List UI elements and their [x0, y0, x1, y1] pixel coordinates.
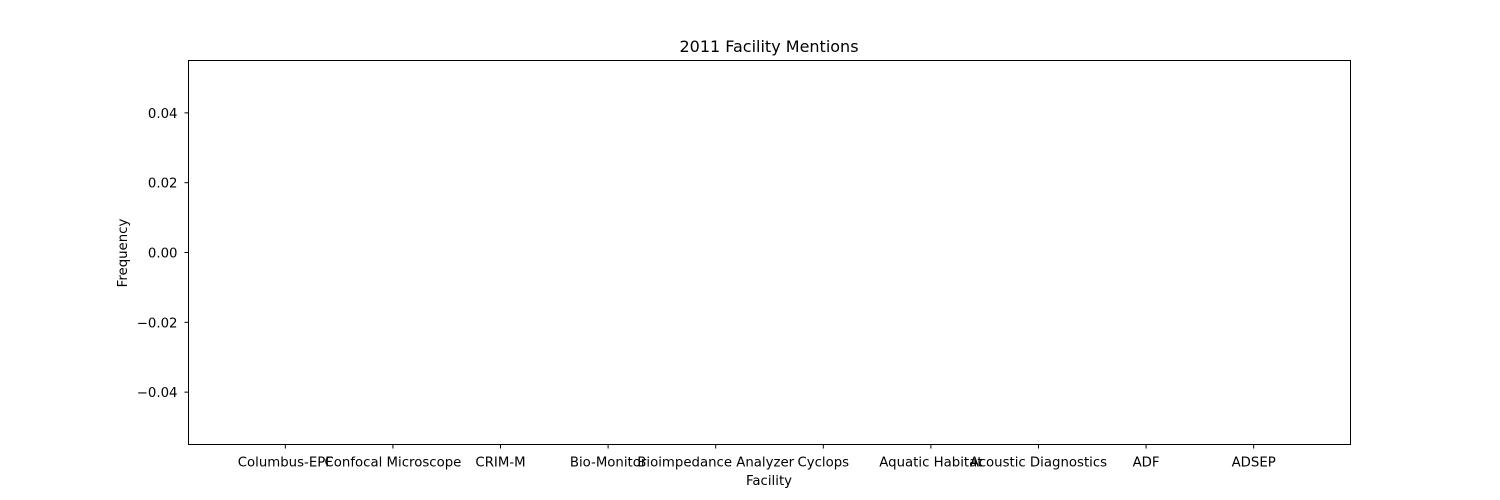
x-tick-label: ADSEP: [1232, 456, 1276, 471]
y-tick-label: 0.04: [148, 107, 178, 122]
y-tick-label: 0.02: [148, 177, 178, 192]
x-tick-label: Bio-Monitor: [570, 456, 647, 471]
x-tick-label: Bioimpedance Analyzer: [637, 456, 794, 471]
y-tick-label: 0.00: [148, 247, 178, 262]
x-tick-label: Confocal Microscope: [325, 456, 462, 471]
x-tick-label: Columbus-EPF: [238, 456, 333, 471]
x-tick-label: Acoustic Diagnostics: [970, 456, 1107, 471]
x-axis-label: Facility: [746, 474, 792, 489]
x-tick-label: CRIM-M: [475, 456, 525, 471]
y-axis-label: Frequency: [116, 219, 131, 288]
chart-title: 2011 Facility Mentions: [679, 37, 858, 56]
y-tick-label: −0.04: [137, 386, 178, 401]
x-tick-label: ADF: [1133, 456, 1160, 471]
x-tick-label: Cyclops: [797, 456, 849, 471]
y-axis-ticks: −0.04 −0.02 0.00 0.02 0.04: [137, 107, 189, 401]
y-tick-label: −0.02: [137, 316, 178, 331]
x-tick-label: Aquatic Habitat: [879, 456, 982, 471]
plot-frame: [188, 60, 1351, 445]
